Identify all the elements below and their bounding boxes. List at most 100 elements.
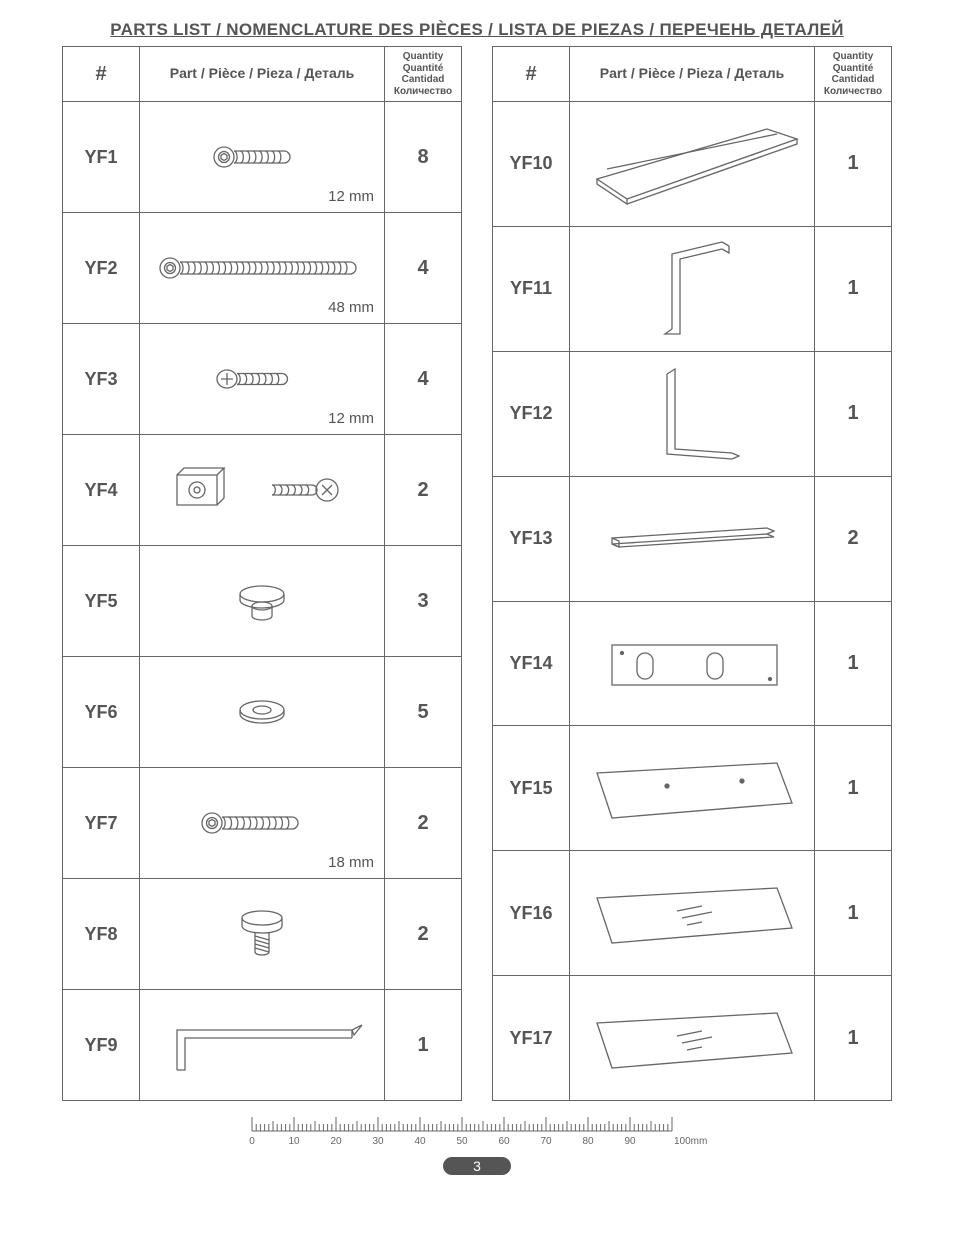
table-row: YF4 2 — [63, 435, 462, 546]
tables-container: # Part / Pièce / Pieza / Деталь Quantity… — [20, 46, 934, 1101]
glass-lines-icon — [570, 852, 814, 974]
part-illustration: 12 mm — [140, 102, 385, 213]
part-id: YF9 — [63, 990, 140, 1101]
part-id: YF8 — [63, 879, 140, 990]
part-id: YF12 — [493, 351, 570, 476]
parts-table-left: # Part / Pièce / Pieza / Деталь Quantity… — [62, 46, 462, 1101]
part-id: YF1 — [63, 102, 140, 213]
page-number-wrap: 3 — [20, 1157, 934, 1175]
part-qty: 2 — [815, 476, 892, 601]
part-id: YF7 — [63, 768, 140, 879]
svg-text:100mm: 100mm — [674, 1136, 707, 1147]
part-illustration: 12 mm — [140, 324, 385, 435]
bracket-screw-icon — [140, 436, 384, 544]
table-row: YF14 1 — [493, 601, 892, 726]
part-qty: 8 — [385, 102, 462, 213]
part-qty: 4 — [385, 213, 462, 324]
glass-lines-icon — [570, 977, 814, 1099]
glass-dots-icon — [570, 728, 814, 850]
part-id: YF4 — [63, 435, 140, 546]
header-part: Part / Pièce / Pieza / Деталь — [570, 47, 815, 102]
table-row: YF8 2 — [63, 879, 462, 990]
part-illustration — [140, 879, 385, 990]
part-id: YF16 — [493, 851, 570, 976]
table-row: YF10 1 — [493, 102, 892, 227]
svg-text:10: 10 — [288, 1136, 300, 1147]
part-illustration: 48 mm — [140, 213, 385, 324]
table-row: YF2 48 mm 4 — [63, 213, 462, 324]
header-qty: Quantity Quantité Cantidad Количество — [385, 47, 462, 102]
header-part: Part / Pièce / Pieza / Деталь — [140, 47, 385, 102]
table-row: YF5 3 — [63, 546, 462, 657]
part-id: YF17 — [493, 976, 570, 1101]
washer-icon — [140, 658, 384, 766]
part-illustration — [570, 851, 815, 976]
part-id: YF15 — [493, 726, 570, 851]
frame-leg-a-icon — [570, 228, 814, 350]
svg-text:90: 90 — [624, 1136, 636, 1147]
part-id: YF10 — [493, 102, 570, 227]
screw-phillips-short-icon: 12 mm — [140, 325, 384, 433]
dimension-label: 12 mm — [328, 188, 374, 205]
table-row: YF7 18 mm 2 — [63, 768, 462, 879]
screw-medium-icon: 18 mm — [140, 769, 384, 877]
bar-icon — [570, 478, 814, 600]
svg-text:40: 40 — [414, 1136, 426, 1147]
parts-list-title: PARTS LIST / NOMENCLATURE DES PIÈCES / L… — [20, 20, 934, 40]
part-qty: 1 — [815, 601, 892, 726]
part-qty: 4 — [385, 324, 462, 435]
table-row: YF17 1 — [493, 976, 892, 1101]
header-hash: # — [63, 47, 140, 102]
part-illustration — [570, 226, 815, 351]
screw-long-icon: 48 mm — [140, 214, 384, 322]
page: PARTS LIST / NOMENCLATURE DES PIÈCES / L… — [20, 20, 934, 1175]
panel-large-icon — [570, 103, 814, 225]
part-illustration — [140, 546, 385, 657]
svg-text:60: 60 — [498, 1136, 510, 1147]
parts-table-right: # Part / Pièce / Pieza / Деталь Quantity… — [492, 46, 892, 1101]
knob-icon — [140, 547, 384, 655]
table-row: YF9 1 — [63, 990, 462, 1101]
part-id: YF2 — [63, 213, 140, 324]
part-qty: 1 — [815, 976, 892, 1101]
ruler: 0 10 20 30 40 50 60 70 80 90 100mm — [20, 1111, 934, 1151]
table-row: YF13 2 — [493, 476, 892, 601]
allen-key-icon — [140, 991, 384, 1099]
part-qty: 1 — [815, 102, 892, 227]
part-id: YF11 — [493, 226, 570, 351]
part-illustration — [570, 601, 815, 726]
table-row: YF1 12 mm 8 — [63, 102, 462, 213]
screw-short-icon: 12 mm — [140, 103, 384, 211]
svg-text:50: 50 — [456, 1136, 468, 1147]
part-illustration: 18 mm — [140, 768, 385, 879]
part-qty: 1 — [815, 226, 892, 351]
dimension-label: 12 mm — [328, 410, 374, 427]
svg-text:30: 30 — [372, 1136, 384, 1147]
ruler-icon: 0 10 20 30 40 50 60 70 80 90 100mm — [242, 1111, 712, 1151]
part-qty: 1 — [385, 990, 462, 1101]
part-illustration — [140, 657, 385, 768]
table-row: YF3 12 mm 4 — [63, 324, 462, 435]
part-qty: 2 — [385, 435, 462, 546]
svg-text:0: 0 — [249, 1136, 255, 1147]
part-qty: 5 — [385, 657, 462, 768]
part-qty: 2 — [385, 768, 462, 879]
table-row: YF15 1 — [493, 726, 892, 851]
part-id: YF3 — [63, 324, 140, 435]
part-illustration — [570, 102, 815, 227]
part-illustration — [570, 476, 815, 601]
part-illustration — [570, 351, 815, 476]
table-row: YF16 1 — [493, 851, 892, 976]
table-row: YF11 1 — [493, 226, 892, 351]
header-qty: Quantity Quantité Cantidad Количество — [815, 47, 892, 102]
table-row: YF12 1 — [493, 351, 892, 476]
part-qty: 3 — [385, 546, 462, 657]
part-qty: 1 — [815, 851, 892, 976]
svg-text:80: 80 — [582, 1136, 594, 1147]
svg-text:70: 70 — [540, 1136, 552, 1147]
svg-text:20: 20 — [330, 1136, 342, 1147]
header-hash: # — [493, 47, 570, 102]
page-number: 3 — [443, 1157, 511, 1175]
part-qty: 1 — [815, 351, 892, 476]
part-illustration — [140, 435, 385, 546]
